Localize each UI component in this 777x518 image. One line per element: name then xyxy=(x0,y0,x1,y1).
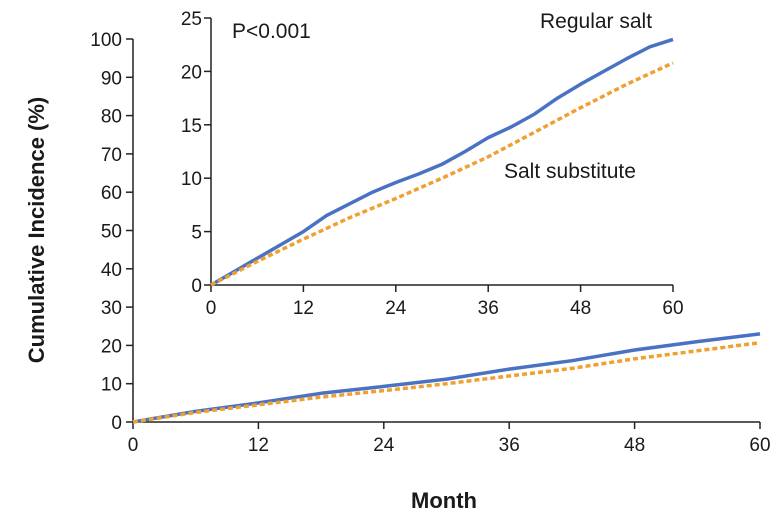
main-x-tick-label: 24 xyxy=(373,435,395,456)
inset-plot: 0 12 24 36 48 60 0 5 10 15 20 25 xyxy=(181,9,684,319)
inset-x-tick-label: 24 xyxy=(385,298,407,319)
salt-substitute-label: Salt substitute xyxy=(504,160,636,183)
main-y-tick-label: 80 xyxy=(101,107,122,128)
inset-x-tick-label: 60 xyxy=(662,298,683,319)
inset-y-tick-label: 10 xyxy=(181,169,202,190)
inset-x-tick-label: 36 xyxy=(478,298,499,319)
main-y-tick-label: 50 xyxy=(101,222,122,243)
main-y-tick-label: 0 xyxy=(111,413,122,434)
main-y-axis-title: Cumulative Incidence (%) xyxy=(24,97,49,364)
inset-x-tick-label: 0 xyxy=(206,298,217,319)
inset-y-tick-label: 0 xyxy=(191,276,202,297)
inset-series-regular-salt xyxy=(210,37,674,287)
main-x-tick-label: 36 xyxy=(499,435,520,456)
main-x-axis-title: Month xyxy=(411,488,477,513)
main-y-tick-label: 60 xyxy=(101,183,122,204)
inset-y-tick-label: 5 xyxy=(191,223,202,244)
main-y-tick-label: 90 xyxy=(101,68,122,89)
inset-series-salt-substitute xyxy=(210,61,674,287)
main-series-regular-salt xyxy=(132,332,761,424)
main-y-tick-label: 40 xyxy=(101,260,122,281)
regular-salt-label: Regular salt xyxy=(540,10,652,33)
main-series-salt-substitute xyxy=(132,340,761,424)
inset-y-tick-label: 25 xyxy=(181,9,202,30)
p-value-annotation: P<0.001 xyxy=(232,20,311,43)
inset-y-tick-label: 20 xyxy=(181,62,202,83)
main-y-tick-label: 10 xyxy=(101,375,122,396)
main-y-tick-label: 100 xyxy=(90,30,122,51)
main-y-tick-label: 20 xyxy=(101,336,122,357)
inset-x-tick-label: 48 xyxy=(570,298,591,319)
main-y-tick-label: 70 xyxy=(101,145,122,166)
main-x-tick-label: 48 xyxy=(624,435,645,456)
main-x-tick-label: 12 xyxy=(248,435,269,456)
main-x-tick-label: 0 xyxy=(128,435,139,456)
main-y-tick-label: 30 xyxy=(101,298,122,319)
main-x-tick-label: 60 xyxy=(749,435,770,456)
inset-y-tick-label: 15 xyxy=(181,116,202,137)
inset-x-tick-label: 12 xyxy=(293,298,314,319)
